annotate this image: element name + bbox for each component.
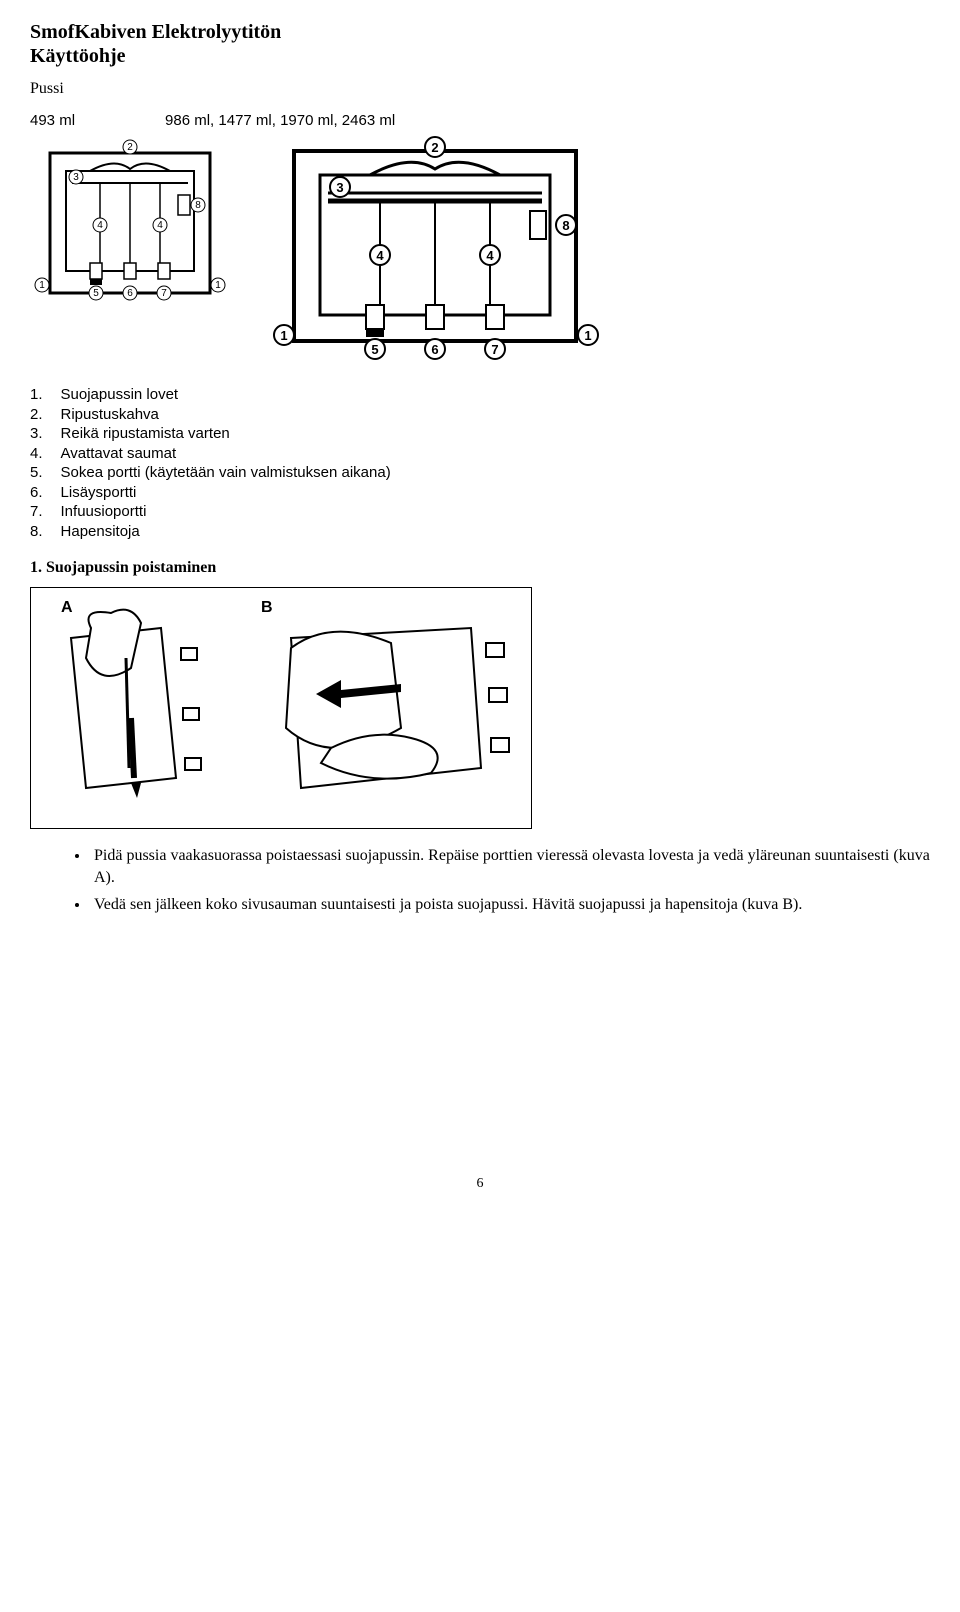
- part-num: 7.: [30, 502, 43, 522]
- part-text: Sokea portti (käytetään vain valmistukse…: [61, 463, 391, 483]
- bullet-list: Pidä pussia vaakasuorassa poistaessasi s…: [50, 845, 930, 916]
- part-text: Reikä ripustamista varten: [61, 424, 230, 444]
- title-line1: SmofKabiven Elektrolyytitön: [30, 21, 281, 43]
- figure-ab-box: A B: [30, 587, 532, 829]
- part-num: 1.: [30, 385, 43, 405]
- diagram-small-bag: 1 2 3 4 4 5 6 7 8 1: [30, 135, 230, 315]
- page-number: 6: [30, 1176, 930, 1192]
- part-num: 5.: [30, 463, 43, 483]
- size-col1: 493 ml: [30, 112, 75, 129]
- bullet-1: Pidä pussia vaakasuorassa poistaessasi s…: [90, 845, 930, 888]
- callout: 3: [336, 180, 343, 195]
- part-text: Suojapussin lovet: [61, 385, 179, 405]
- part-num: 4.: [30, 444, 43, 464]
- callout: 6: [431, 342, 438, 357]
- callout: 1: [39, 280, 45, 291]
- callout: 8: [195, 200, 201, 211]
- callout: 4: [157, 220, 163, 231]
- callout: 1: [215, 280, 221, 291]
- callout: 4: [97, 220, 103, 231]
- callout: 3: [73, 172, 79, 183]
- callout: 7: [491, 342, 498, 357]
- subtitle-pussi: Pussi: [30, 80, 930, 98]
- section-1-heading: 1. Suojapussin poistaminen: [30, 559, 930, 577]
- part-text: Hapensitoja: [61, 522, 140, 542]
- callout: 5: [371, 342, 378, 357]
- callout: 1: [280, 328, 287, 343]
- diagrams-row: 1 2 3 4 4 5 6 7 8 1 1 2 3 4 4: [30, 135, 930, 365]
- callout: 4: [486, 248, 494, 263]
- part-num: 3.: [30, 424, 43, 444]
- size-col2: 986 ml, 1477 ml, 1970 ml, 2463 ml: [165, 112, 395, 129]
- callout: 1: [584, 328, 591, 343]
- part-num: 2.: [30, 405, 43, 425]
- callout: 2: [431, 140, 438, 155]
- part-text: Infuusioportti: [61, 502, 147, 522]
- letter-b: B: [261, 599, 273, 616]
- bullet-2: Vedä sen jälkeen koko sivusauman suuntai…: [90, 894, 930, 916]
- part-text: Lisäysportti: [61, 483, 137, 503]
- letter-a: A: [61, 599, 73, 616]
- parts-list: 1. Suojapussin lovet 2. Ripustuskahva 3. Re…: [30, 385, 930, 541]
- callout: 7: [161, 288, 167, 299]
- part-text: Ripustuskahva: [61, 405, 159, 425]
- callout: 6: [127, 288, 133, 299]
- callout: 8: [562, 218, 569, 233]
- callout: 4: [376, 248, 384, 263]
- diagram-large-bag: 1 2 3 4 4 5 6 7 8 1: [270, 135, 600, 365]
- callout: 5: [93, 288, 99, 299]
- part-num: 8.: [30, 522, 43, 542]
- callout: 2: [127, 142, 133, 153]
- part-num: 6.: [30, 483, 43, 503]
- sizes-row: 493 ml 986 ml, 1477 ml, 1970 ml, 2463 ml: [30, 112, 930, 129]
- part-text: Avattavat saumat: [61, 444, 177, 464]
- title-line2: Käyttöohje: [30, 45, 126, 67]
